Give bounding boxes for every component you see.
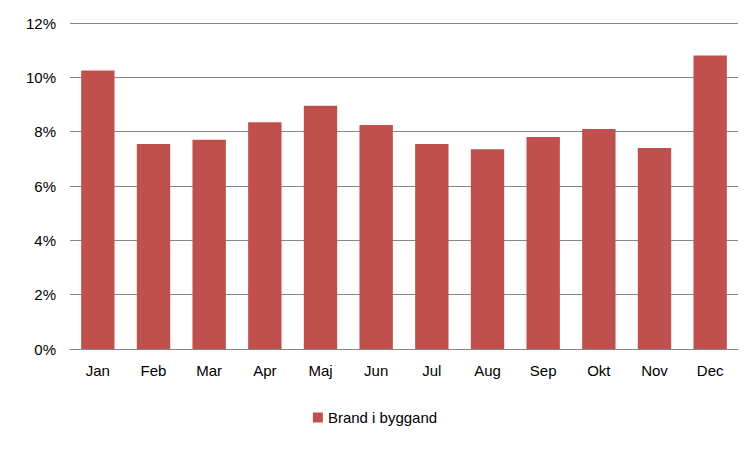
svg-text:2%: 2% <box>34 286 56 303</box>
svg-text:Sep: Sep <box>530 362 557 379</box>
svg-text:12%: 12% <box>26 15 56 32</box>
svg-text:Maj: Maj <box>308 362 332 379</box>
svg-text:Aug: Aug <box>474 362 501 379</box>
svg-text:Apr: Apr <box>253 362 276 379</box>
svg-text:Jun: Jun <box>364 362 388 379</box>
svg-text:6%: 6% <box>34 178 56 195</box>
svg-text:8%: 8% <box>34 123 56 140</box>
svg-text:Okt: Okt <box>587 362 611 379</box>
svg-text:Mar: Mar <box>196 362 222 379</box>
svg-text:4%: 4% <box>34 232 56 249</box>
svg-text:Brand i byggand: Brand i byggand <box>328 409 437 426</box>
svg-text:Jul: Jul <box>422 362 441 379</box>
svg-text:Jan: Jan <box>86 362 110 379</box>
svg-text:Dec: Dec <box>697 362 724 379</box>
svg-text:10%: 10% <box>26 69 56 86</box>
svg-text:0%: 0% <box>34 341 56 358</box>
svg-text:Nov: Nov <box>641 362 668 379</box>
svg-text:Feb: Feb <box>141 362 167 379</box>
